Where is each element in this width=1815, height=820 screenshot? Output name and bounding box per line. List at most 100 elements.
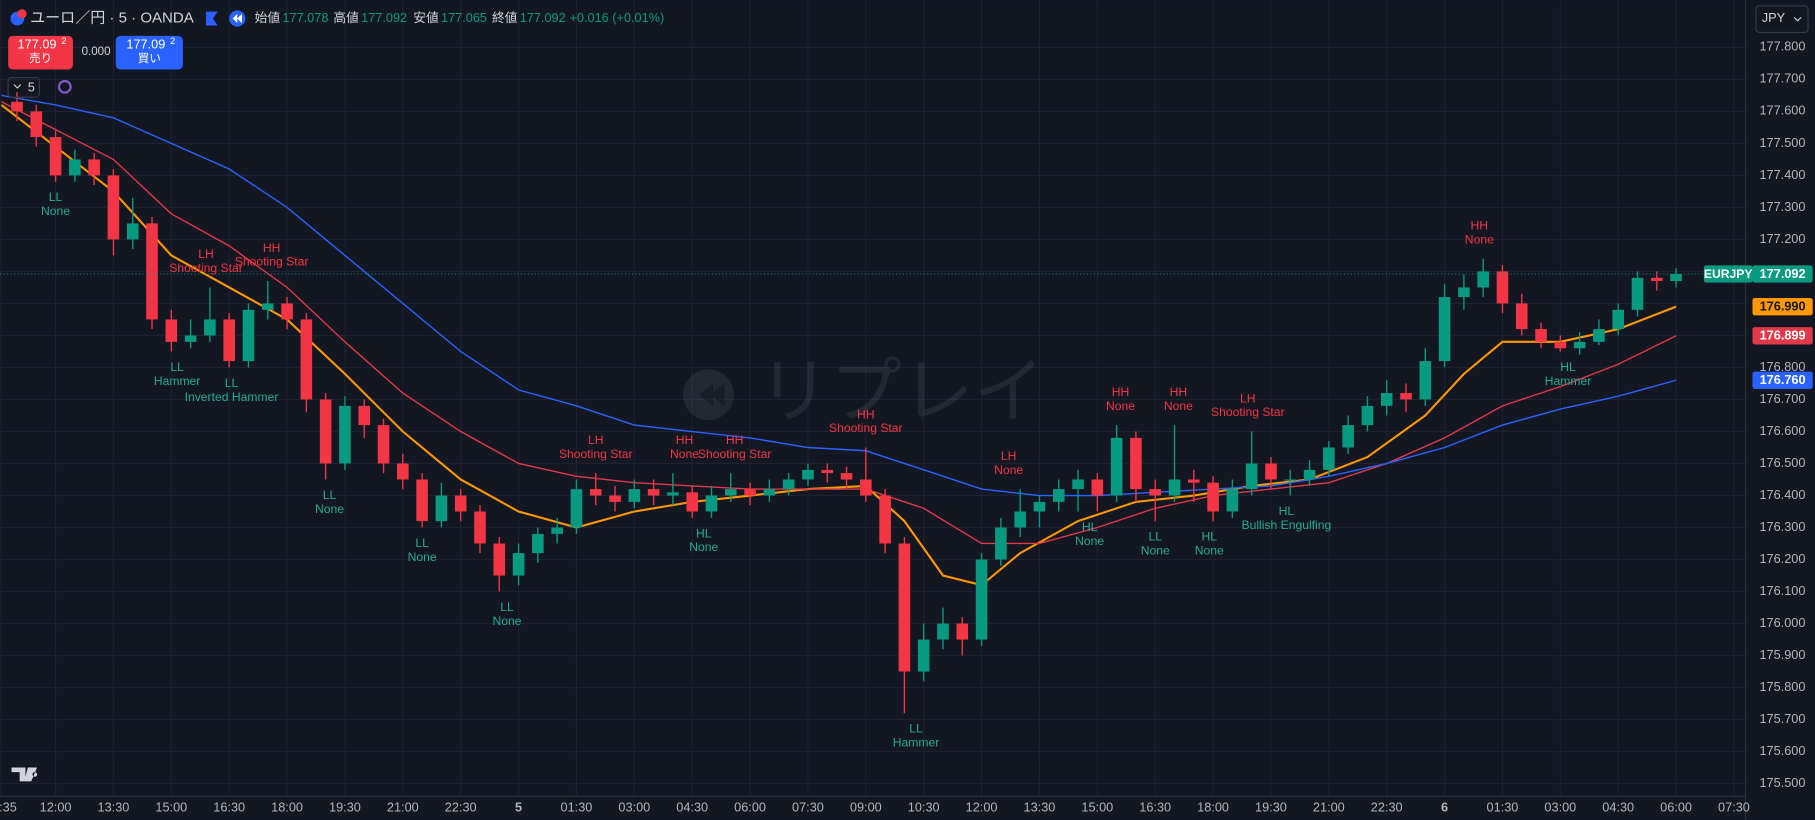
candle-body	[686, 492, 698, 512]
pattern-text: None	[492, 614, 521, 628]
candle-body	[358, 405, 371, 426]
price-tag-label: 176.990	[1760, 299, 1806, 314]
symbol-tag	[1703, 265, 1753, 283]
y-tick-label: 177.500	[1759, 135, 1805, 150]
pattern-text: HL	[1082, 520, 1098, 534]
flag-icon[interactable]	[206, 11, 218, 26]
candle-body	[724, 489, 737, 496]
candle-body	[184, 335, 197, 342]
pattern-text: LH	[1240, 391, 1256, 405]
candle-body	[146, 223, 158, 320]
candle-body	[493, 543, 506, 576]
pattern-text: Hammer	[1545, 374, 1592, 388]
candle-body	[69, 159, 81, 176]
candle-body	[609, 495, 621, 502]
symbol-icon	[17, 9, 27, 19]
x-tick-label: 16:30	[213, 799, 245, 814]
symbol-tag-label: EURJPY	[1704, 267, 1753, 281]
candle-body	[860, 479, 872, 496]
candle-body	[1631, 277, 1644, 310]
ohlc-label: 高値	[333, 10, 359, 25]
candle-body	[898, 543, 911, 672]
pattern-text: LH	[588, 433, 604, 447]
pattern-text: Inverted Hammer	[185, 390, 279, 404]
candle-body	[223, 319, 235, 362]
pattern-text: LL	[1148, 530, 1162, 544]
x-tick-label: 01:30	[1487, 799, 1519, 814]
candle-body	[1573, 341, 1586, 349]
pattern-text: Hammer	[893, 735, 940, 749]
logo[interactable]	[11, 767, 38, 782]
indicator-icon[interactable]	[57, 79, 72, 94]
pattern-text: None	[1075, 534, 1104, 548]
candle-body	[1033, 501, 1046, 512]
candle-body	[1535, 329, 1547, 342]
x-tick-label: 07:30	[792, 799, 824, 814]
x-tick-label: 22:30	[445, 799, 477, 814]
candle-body	[1361, 405, 1374, 426]
pattern-text: HL	[696, 526, 712, 540]
candle-body	[1130, 437, 1142, 490]
sell-button[interactable]	[8, 35, 73, 70]
candle-body	[261, 303, 274, 310]
candle-body	[1496, 271, 1509, 304]
x-tick-label: 10:30	[908, 799, 940, 814]
x-tick-label: 18:00	[1197, 799, 1229, 814]
currency: JPY	[1762, 10, 1786, 25]
buy-button[interactable]	[115, 35, 183, 70]
pattern-text: HH	[263, 241, 281, 255]
pattern-text: HH	[1471, 218, 1489, 232]
chevron	[13, 84, 22, 89]
symbol-title[interactable]: ユーロ／円 · 5 · OANDA	[30, 9, 194, 26]
x-tick-label: 21:00	[1313, 799, 1345, 814]
pattern-text: None	[41, 204, 70, 218]
sell-price: 177.09	[18, 37, 57, 52]
candle-body	[1110, 437, 1123, 496]
candle-body	[474, 511, 486, 544]
candle-body	[30, 111, 43, 138]
candle-body	[1188, 479, 1200, 483]
x-tick-label: 03:00	[1544, 799, 1576, 814]
candle-body	[1593, 329, 1605, 342]
candle-body	[1458, 287, 1470, 298]
x-tick-label: 06:00	[734, 799, 766, 814]
candle-body	[1670, 273, 1682, 282]
candle-body	[763, 489, 776, 496]
candle-body	[1014, 511, 1026, 528]
pattern-text: LH	[1001, 449, 1017, 463]
pattern-text: LH	[198, 247, 214, 261]
pattern-text: Shooting Star	[235, 255, 309, 269]
candle-body	[1419, 361, 1432, 400]
interval-box[interactable]	[7, 76, 40, 98]
pattern-text: None	[1141, 543, 1170, 557]
spread: 0.000	[82, 46, 111, 58]
pattern-text: LL	[49, 190, 63, 204]
candle-body	[1284, 479, 1297, 481]
candle-body	[165, 319, 178, 342]
candle-body	[1380, 393, 1393, 406]
candle-body	[570, 489, 583, 528]
candle-body	[1554, 341, 1567, 349]
pattern-text: HL	[1560, 360, 1576, 374]
candle-body	[1323, 447, 1335, 470]
candle-body	[1207, 482, 1219, 512]
currency-box[interactable]	[1755, 5, 1809, 33]
pattern-text: LL	[909, 722, 923, 736]
sell-pip: 2	[61, 36, 66, 46]
candle-body	[1226, 489, 1239, 512]
buy-pip: 2	[170, 36, 175, 46]
x-tick-label: 22:30	[1371, 799, 1403, 814]
y-tick-label: 175.800	[1759, 679, 1805, 694]
x-tick-label: 12:00	[40, 799, 72, 814]
moving-average	[1, 94, 1677, 497]
y-tick-label: 177.600	[1759, 103, 1805, 118]
